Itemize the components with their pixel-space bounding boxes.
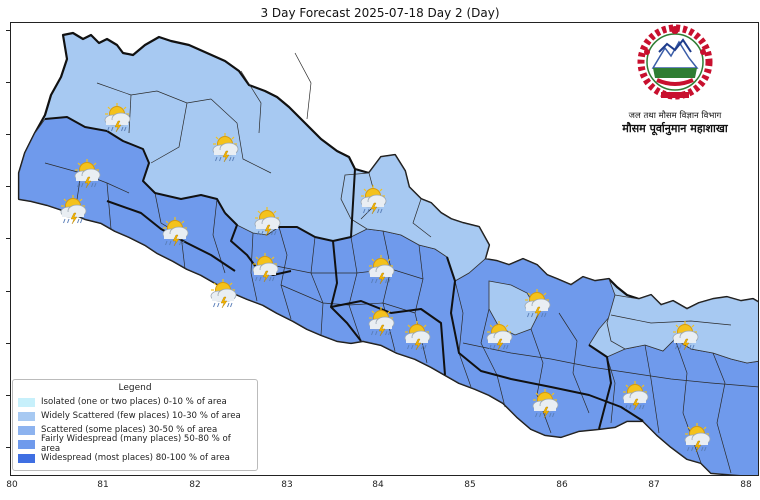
y-tick-mark bbox=[6, 343, 10, 344]
nepal-map bbox=[17, 31, 758, 475]
legend-item: Widespread (most places) 80-100 % of are… bbox=[18, 451, 252, 465]
legend-item: Fairly Widespread (many places) 50-80 % … bbox=[18, 434, 252, 454]
map-legend: Legend Isolated (one or two places) 0-10… bbox=[12, 379, 258, 471]
weather-icon bbox=[210, 278, 237, 309]
agency-block: जल तथा मौसम विज्ञान विभाग मौसम पूर्वानुम… bbox=[600, 22, 750, 136]
x-tick-label: 87 bbox=[648, 480, 660, 490]
y-tick-mark bbox=[6, 238, 10, 239]
legend-label: Scattered (some places) 30-50 % of area bbox=[41, 425, 218, 435]
x-tick-label: 80 bbox=[6, 480, 18, 490]
legend-item: Scattered (some places) 30-50 % of area bbox=[18, 423, 252, 437]
legend-swatch bbox=[18, 397, 35, 407]
x-tick-label: 82 bbox=[189, 480, 201, 490]
y-tick-mark bbox=[6, 395, 10, 396]
legend-label: Widely Scattered (few places) 10-30 % of… bbox=[41, 411, 241, 421]
legend-label: Isolated (one or two places) 0-10 % of a… bbox=[41, 397, 227, 407]
y-tick-mark bbox=[6, 186, 10, 187]
legend-swatch bbox=[18, 411, 35, 421]
y-tick-mark bbox=[6, 134, 10, 135]
legend-swatch bbox=[18, 439, 35, 449]
y-tick-mark bbox=[6, 30, 10, 31]
y-tick-mark bbox=[6, 447, 10, 448]
map-title: 3 Day Forecast 2025-07-18 Day 2 (Day) bbox=[260, 6, 500, 20]
legend-item: Widely Scattered (few places) 10-30 % of… bbox=[18, 409, 252, 423]
legend-swatch bbox=[18, 425, 35, 435]
x-tick-label: 88 bbox=[740, 480, 752, 490]
x-tick-label: 84 bbox=[372, 480, 384, 490]
legend-swatch bbox=[18, 453, 35, 463]
nepal-emblem-icon bbox=[637, 24, 713, 100]
legend-label: Fairly Widespread (many places) 50-80 % … bbox=[41, 434, 231, 454]
x-tick-label: 81 bbox=[97, 480, 109, 490]
x-tick-label: 86 bbox=[556, 480, 568, 490]
y-tick-mark bbox=[6, 291, 10, 292]
legend-item: Isolated (one or two places) 0-10 % of a… bbox=[18, 395, 252, 409]
legend-label: Widespread (most places) 80-100 % of are… bbox=[41, 453, 230, 463]
agency-division-name: मौसम पूर्वानुमान महाशाखा bbox=[622, 122, 728, 135]
agency-department-name: जल तथा मौसम विज्ञान विभाग bbox=[628, 111, 722, 121]
map-plot-area bbox=[10, 22, 759, 476]
weather-icon bbox=[60, 194, 87, 225]
x-tick-label: 85 bbox=[464, 480, 476, 490]
legend-title: Legend bbox=[118, 383, 152, 393]
y-tick-mark bbox=[6, 82, 10, 83]
x-tick-label: 83 bbox=[281, 480, 293, 490]
